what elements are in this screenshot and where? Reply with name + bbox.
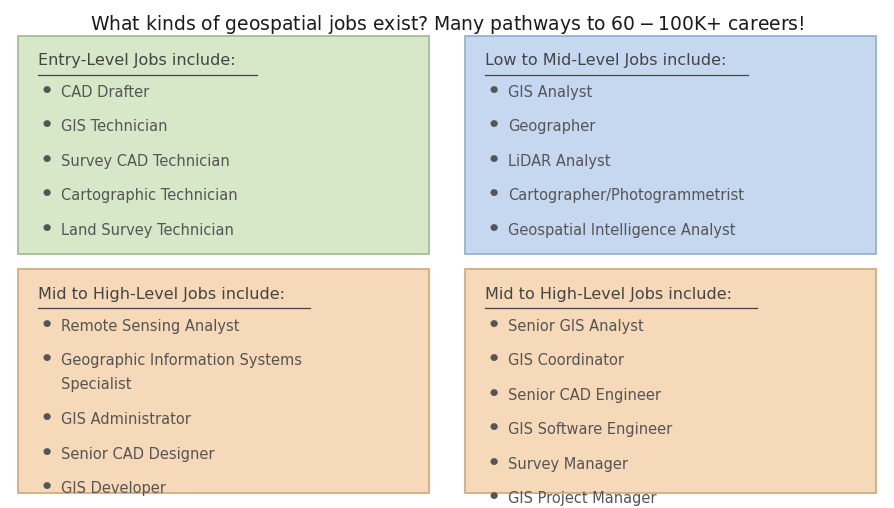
Text: ●: ● (490, 491, 498, 500)
Text: ●: ● (490, 223, 498, 232)
Text: ●: ● (43, 223, 51, 232)
Text: Specialist: Specialist (61, 377, 131, 393)
Text: ●: ● (43, 154, 51, 163)
Text: ●: ● (43, 481, 51, 490)
Text: GIS Administrator: GIS Administrator (61, 412, 190, 427)
Text: Survey Manager: Survey Manager (508, 457, 628, 472)
FancyBboxPatch shape (18, 36, 429, 254)
Text: ●: ● (490, 319, 498, 328)
Text: ●: ● (490, 85, 498, 94)
Text: What kinds of geospatial jobs exist? Many pathways to $60-$100K+ careers!: What kinds of geospatial jobs exist? Man… (89, 13, 805, 36)
Text: Land Survey Technician: Land Survey Technician (61, 223, 233, 238)
FancyBboxPatch shape (18, 269, 429, 493)
Text: Low to Mid-Level Jobs include:: Low to Mid-Level Jobs include: (485, 53, 726, 69)
Text: GIS Coordinator: GIS Coordinator (508, 353, 624, 368)
Text: ●: ● (490, 188, 498, 198)
Text: ●: ● (43, 412, 51, 421)
Text: GIS Analyst: GIS Analyst (508, 85, 592, 100)
Text: Survey CAD Technician: Survey CAD Technician (61, 154, 230, 169)
Text: Senior GIS Analyst: Senior GIS Analyst (508, 319, 644, 334)
Text: Geographic Information Systems: Geographic Information Systems (61, 353, 302, 368)
FancyBboxPatch shape (465, 269, 876, 493)
Text: LiDAR Analyst: LiDAR Analyst (508, 154, 611, 169)
Text: Cartographic Technician: Cartographic Technician (61, 188, 238, 204)
Text: ●: ● (490, 353, 498, 362)
Text: ●: ● (490, 119, 498, 129)
Text: GIS Developer: GIS Developer (61, 481, 165, 496)
Text: ●: ● (43, 188, 51, 198)
Text: GIS Project Manager: GIS Project Manager (508, 491, 656, 506)
Text: ●: ● (490, 457, 498, 466)
Text: GIS Technician: GIS Technician (61, 119, 167, 135)
Text: CAD Drafter: CAD Drafter (61, 85, 149, 100)
FancyBboxPatch shape (465, 36, 876, 254)
Text: Mid to High-Level Jobs include:: Mid to High-Level Jobs include: (485, 287, 731, 302)
Text: Geographer: Geographer (508, 119, 595, 135)
Text: ●: ● (43, 447, 51, 456)
Text: Geospatial Intelligence Analyst: Geospatial Intelligence Analyst (508, 223, 735, 238)
Text: Senior CAD Designer: Senior CAD Designer (61, 447, 215, 462)
Text: Remote Sensing Analyst: Remote Sensing Analyst (61, 319, 240, 334)
Text: ●: ● (43, 353, 51, 362)
Text: Cartographer/Photogrammetrist: Cartographer/Photogrammetrist (508, 188, 744, 204)
Text: Entry-Level Jobs include:: Entry-Level Jobs include: (38, 53, 235, 69)
Text: ●: ● (43, 119, 51, 129)
Text: ●: ● (43, 319, 51, 328)
Text: ●: ● (490, 388, 498, 397)
Text: Mid to High-Level Jobs include:: Mid to High-Level Jobs include: (38, 287, 284, 302)
Text: ●: ● (490, 422, 498, 431)
Text: ●: ● (490, 154, 498, 163)
Text: ●: ● (43, 85, 51, 94)
Text: GIS Software Engineer: GIS Software Engineer (508, 422, 672, 437)
Text: Senior CAD Engineer: Senior CAD Engineer (508, 388, 661, 403)
